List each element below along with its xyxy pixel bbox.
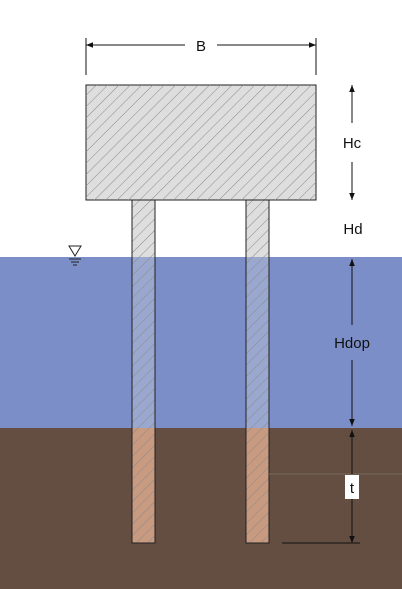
label-hd: Hd	[343, 221, 362, 238]
label-hc: Hc	[343, 135, 362, 152]
pile-right	[245, 199, 270, 544]
water-zone	[0, 257, 402, 428]
pile-cap-hatch	[86, 85, 316, 200]
label-t: t	[350, 480, 355, 497]
label-hdop: Hdop	[334, 335, 370, 352]
dimension-hc: Hc	[343, 85, 362, 200]
soil-zone	[0, 428, 402, 589]
dimension-hdop: Hdop	[334, 259, 370, 426]
pile-left	[131, 199, 156, 544]
dimension-t: t	[269, 430, 402, 544]
dimension-b: B	[85, 38, 317, 75]
label-b: B	[196, 38, 206, 55]
water-level-triangle-icon	[68, 245, 82, 266]
